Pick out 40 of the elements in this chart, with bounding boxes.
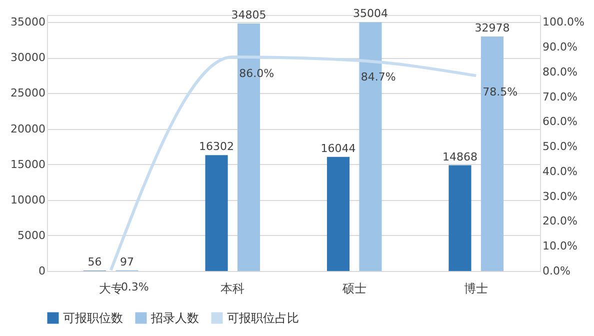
data-label: 56	[88, 256, 102, 269]
line-series	[109, 56, 478, 272]
data-label: 16044	[320, 142, 356, 155]
y-tick-label: 10000	[10, 193, 46, 206]
bar	[448, 165, 472, 271]
legend-label: 可报职位占比	[227, 311, 299, 325]
y2-tick-label: 40.0%	[542, 164, 578, 178]
y-tick-label: 15000	[10, 158, 46, 171]
data-label: 78.5%	[482, 86, 518, 99]
y2-tick-label: 90.0%	[542, 40, 578, 54]
legend-label: 可报职位数	[63, 311, 123, 325]
data-label: 32978	[474, 21, 510, 34]
y2-tick-label: 0.0%	[542, 264, 570, 278]
data-label: 97	[120, 255, 134, 268]
bar	[205, 155, 228, 271]
x-tick-label: 硕士	[341, 282, 366, 296]
y2-tick-label: 100.0%	[542, 16, 584, 29]
data-label: 35004	[352, 7, 388, 20]
data-label: 0.3%	[120, 280, 149, 294]
y-tick-label: 20000	[10, 122, 46, 136]
y-tick-label: 35000	[10, 16, 46, 29]
y-tick-label: 30000	[10, 51, 46, 64]
y2-tick-label: 20.0%	[542, 214, 578, 228]
x-tick-label: 本科	[220, 282, 245, 296]
bar	[326, 156, 350, 271]
y-tick-label: 0	[38, 264, 46, 278]
legend-label: 招录人数	[150, 311, 199, 325]
y2-tick-label: 30.0%	[542, 190, 578, 203]
y2-tick-label: 80.0%	[542, 65, 578, 78]
x-tick-label: 大专	[98, 282, 123, 296]
x-tick-label: 博士	[464, 282, 488, 296]
y2-tick-label: 70.0%	[542, 90, 578, 104]
y-tick-label: 25000	[10, 86, 46, 100]
data-label: 34805	[231, 8, 266, 22]
data-label: 14868	[442, 150, 478, 164]
data-label: 16302	[199, 140, 234, 154]
y-tick-label: 5000	[18, 228, 46, 242]
y2-tick-label: 50.0%	[542, 140, 578, 154]
y2-tick-label: 10.0%	[542, 240, 578, 253]
y2-tick-label: 60.0%	[542, 115, 578, 128]
